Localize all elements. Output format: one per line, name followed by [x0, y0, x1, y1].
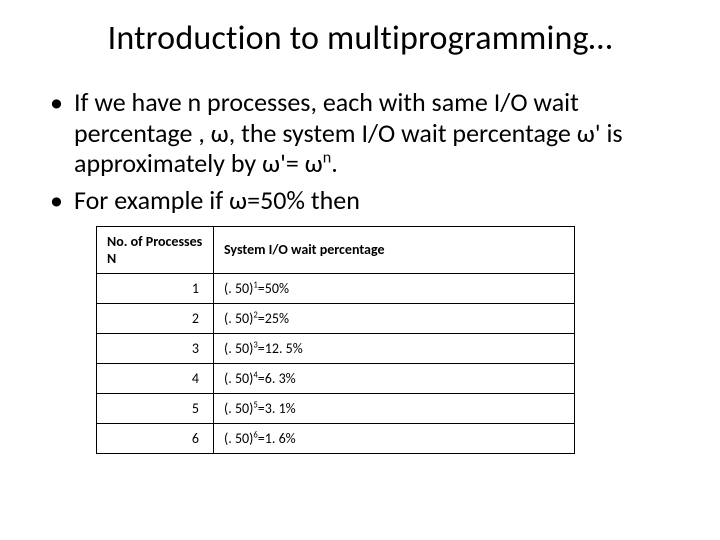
bullet-dot-icon: • — [50, 185, 74, 216]
cell-value: (. 50)1=50% — [214, 273, 575, 303]
body-text: • If we have n processes, each with same… — [50, 87, 680, 216]
slide-title: Introduction to multiprogramming… — [40, 18, 680, 59]
cell-n: 4 — [97, 363, 214, 393]
col-header-pct: System I/O wait percentage — [214, 226, 575, 273]
table-body: 1 (. 50)1=50% 2 (. 50)2=25% 3 (. 50)3=12… — [97, 273, 575, 453]
cell-n: 2 — [97, 303, 214, 333]
bullet-1-tail: . — [331, 147, 338, 179]
cell-value: (. 50)5=3. 1% — [214, 393, 575, 423]
cell-n: 3 — [97, 333, 214, 363]
cell-value: (. 50)2=25% — [214, 303, 575, 333]
cell-n: 5 — [97, 393, 214, 423]
bullet-item: • If we have n processes, each with same… — [50, 87, 680, 179]
table-row: 1 (. 50)1=50% — [97, 273, 575, 303]
table-row: 4 (. 50)4=6. 3% — [97, 363, 575, 393]
col-header-n: No. of Processes N — [97, 226, 214, 273]
cell-n: 1 — [97, 273, 214, 303]
cell-value: (. 50)4=6. 3% — [214, 363, 575, 393]
io-wait-table: No. of Processes N System I/O wait perce… — [96, 226, 575, 454]
bullet-text: For example if ω=50% then — [74, 185, 680, 216]
table-row: 5 (. 50)5=3. 1% — [97, 393, 575, 423]
table-row: 6 (. 50)6=1. 6% — [97, 423, 575, 453]
cell-value: (. 50)3=12. 5% — [214, 333, 575, 363]
table-row: 2 (. 50)2=25% — [97, 303, 575, 333]
io-wait-table-wrap: No. of Processes N System I/O wait perce… — [96, 226, 680, 454]
bullet-dot-icon: • — [50, 87, 74, 179]
table-row: 3 (. 50)3=12. 5% — [97, 333, 575, 363]
table-header-row: No. of Processes N System I/O wait perce… — [97, 226, 575, 273]
bullet-item: • For example if ω=50% then — [50, 185, 680, 216]
slide: Introduction to multiprogramming… • If w… — [0, 0, 720, 540]
bullet-2-main: For example if ω=50% then — [74, 184, 360, 216]
bullet-1-main: If we have n processes, each with same I… — [74, 86, 623, 179]
cell-n: 6 — [97, 423, 214, 453]
bullet-1-sup: n — [323, 149, 331, 168]
bullet-text: If we have n processes, each with same I… — [74, 87, 680, 179]
cell-value: (. 50)6=1. 6% — [214, 423, 575, 453]
